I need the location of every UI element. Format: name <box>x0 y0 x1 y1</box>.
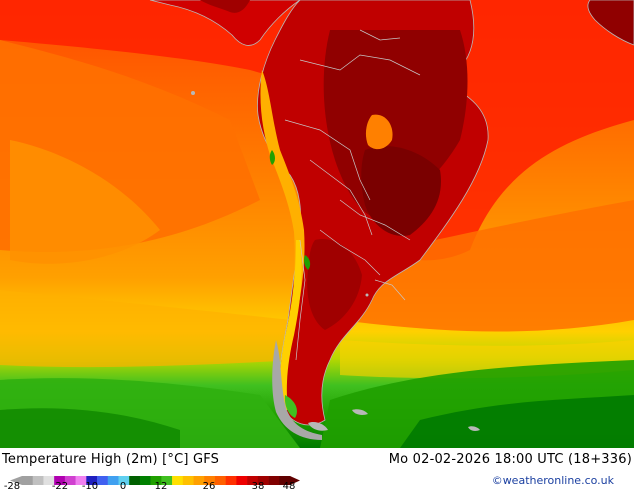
africa-coast <box>587 0 634 46</box>
legend-swatch <box>64 476 76 485</box>
legend-swatch <box>182 476 194 485</box>
central-america-landmass <box>149 0 301 46</box>
legend-tick: 12 <box>154 481 168 492</box>
color-legend: -28 -22 -10 0 12 26 38 48 <box>4 472 308 492</box>
legend-swatch <box>204 476 216 485</box>
legend-tick: -10 <box>81 481 99 492</box>
legend-swatch <box>268 476 280 485</box>
legend-swatch <box>32 476 44 485</box>
country-borders <box>284 29 421 361</box>
legend-swatch <box>225 476 237 485</box>
legend-swatch <box>129 476 141 485</box>
legend-swatch <box>107 476 119 485</box>
legend-tick: -22 <box>51 481 69 492</box>
valid-time: Mo 02-02-2026 18:00 UTC (18+336) <box>388 452 632 467</box>
legend-swatch <box>279 476 291 485</box>
map-footer: Temperature High (2m) [°C] GFS Mo 02-02-… <box>0 448 634 492</box>
legend-swatch <box>150 476 162 485</box>
islands <box>191 91 480 431</box>
site-credit: ©weatheronline.co.uk <box>491 474 614 487</box>
legend-swatch <box>193 476 205 485</box>
south-america-landmass <box>257 0 489 440</box>
legend-swatch <box>97 476 109 485</box>
legend-color-bar <box>10 476 300 485</box>
legend-swatch <box>236 476 248 485</box>
legend-swatch <box>247 476 259 485</box>
legend-tick: 0 <box>119 481 127 492</box>
legend-swatch <box>257 476 269 485</box>
legend-arrow-low <box>10 476 22 485</box>
legend-swatch <box>86 476 98 485</box>
legend-swatch <box>22 476 34 485</box>
temperature-bands <box>0 0 634 448</box>
legend-swatch <box>43 476 55 485</box>
legend-tick: 26 <box>202 481 216 492</box>
map-canvas <box>0 0 634 448</box>
legend-ticks: -28 -22 -10 0 12 26 38 48 <box>4 481 308 492</box>
legend-swatch <box>118 476 130 485</box>
legend-tick: -28 <box>3 481 21 492</box>
legend-swatch <box>54 476 66 485</box>
legend-swatch <box>214 476 226 485</box>
legend-swatch <box>75 476 87 485</box>
map-title: Temperature High (2m) [°C] GFS <box>2 452 220 467</box>
legend-tick: 38 <box>251 481 265 492</box>
temperature-map <box>0 0 634 448</box>
legend-swatch <box>172 476 184 485</box>
legend-tick: 48 <box>282 481 296 492</box>
legend-swatch <box>161 476 173 485</box>
legend-swatch <box>139 476 151 485</box>
legend-arrow-high <box>290 476 300 485</box>
